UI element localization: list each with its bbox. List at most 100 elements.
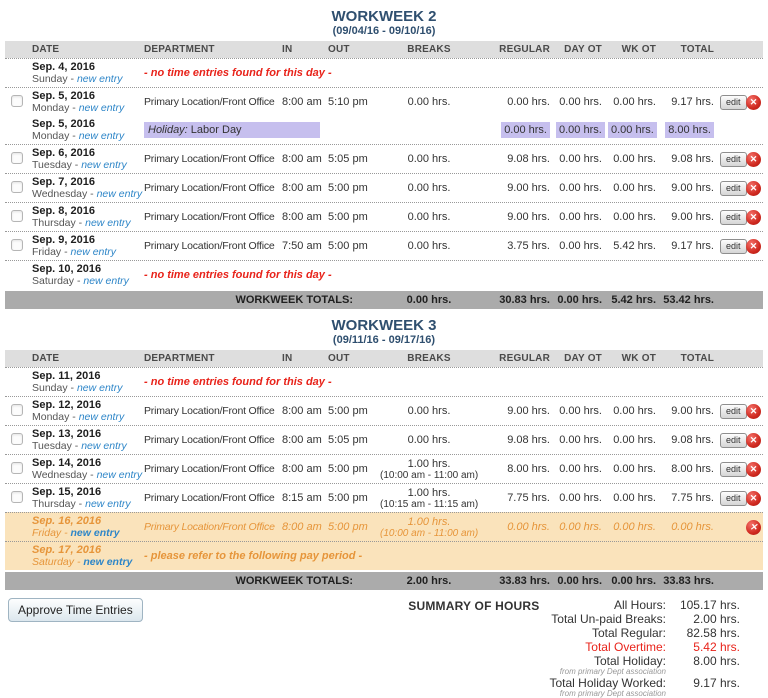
row-checkbox[interactable] — [11, 94, 23, 107]
row-out: 5:00 pm — [328, 240, 368, 252]
delete-icon[interactable]: ✕ — [746, 209, 761, 225]
new-entry-link[interactable]: new entry — [85, 217, 131, 229]
checkbox-cell — [5, 180, 29, 196]
new-entry-link[interactable]: new entry — [96, 188, 143, 200]
workweek-title: WORKWEEK 3 — [331, 317, 437, 334]
row-regular: 8.00 hrs. — [507, 463, 550, 475]
row-breaks: 0.00 hrs. — [377, 240, 481, 252]
row-checkbox[interactable] — [11, 403, 23, 416]
table-row: Sep. 5, 2016 Monday - new entry Holiday: L… — [5, 116, 763, 144]
date-cell: Sep. 11, 2016 Sunday - new entry — [29, 370, 141, 394]
delete-icon[interactable]: ✕ — [746, 461, 761, 477]
new-entry-link[interactable]: new entry — [83, 275, 129, 287]
row-total: 9.08 hrs. — [671, 153, 714, 165]
new-entry-link[interactable]: new entry — [70, 527, 120, 539]
table-header-row: DATE DEPARTMENT IN OUT BREAKS REGULAR DAY OT WK… — [5, 41, 763, 58]
row-total: 7.75 hrs. — [671, 492, 714, 504]
delete-cell: ✕ — [743, 180, 761, 196]
row-day: Tuesday - — [32, 440, 82, 452]
new-entry-link[interactable]: new entry — [83, 556, 133, 568]
row-date: Sep. 4, 2016 — [32, 61, 95, 73]
row-total: 9.00 hrs. — [671, 405, 714, 417]
edit-button[interactable]: edit — [720, 209, 747, 225]
row-breaks: 0.00 hrs. — [377, 182, 481, 194]
column-header-regular: REGULAR — [499, 44, 550, 55]
new-entry-link[interactable]: new entry — [70, 246, 117, 258]
column-header-out: OUT — [328, 44, 350, 55]
row-department: Primary Location/Front Office — [144, 211, 275, 223]
row-in: 8:00 am — [282, 182, 322, 194]
delete-cell: ✕ — [743, 94, 761, 110]
workweek-totals-row: WORKWEEK TOTALS: 2.00 hrs. 33.83 hrs. 0.00 … — [5, 572, 763, 590]
summary-label: Total Regular: — [592, 626, 666, 640]
edit-cell: edit — [717, 238, 747, 254]
workweek-section: WORKWEEK 3 (09/11/16 - 09/17/16) DATE DEPAR… — [0, 318, 768, 590]
date-cell: Sep. 13, 2016 Tuesday - new entry — [29, 428, 141, 452]
column-header-day-ot: DAY OT — [564, 353, 602, 364]
row-checkbox[interactable] — [11, 180, 23, 193]
date-cell: Sep. 4, 2016 Sunday - new entry — [29, 61, 141, 85]
delete-cell: ✕ — [743, 403, 761, 419]
row-wk-ot: 0.00 hrs. — [613, 405, 656, 417]
delete-icon[interactable]: ✕ — [746, 403, 761, 419]
row-day-line: Thursday - new entry — [32, 217, 138, 229]
row-day: Thursday - — [32, 498, 86, 510]
row-total: 9.00 hrs. — [671, 182, 714, 194]
summary-value: 9.17 hrs. — [693, 676, 740, 690]
new-entry-link[interactable]: new entry — [76, 73, 123, 85]
row-regular: 3.75 hrs. — [507, 240, 550, 252]
new-entry-link[interactable]: new entry — [85, 498, 131, 510]
row-in: 8:00 am — [282, 434, 322, 446]
summary-row: Total Un-paid Breaks: 2.00 hrs. — [550, 612, 740, 626]
summary-label: Total Overtime: — [585, 640, 666, 654]
summary-label-text: All Hours: — [613, 598, 666, 612]
new-entry-link[interactable]: new entry — [78, 411, 125, 423]
row-in: 7:50 am — [282, 240, 322, 252]
column-header-breaks: BREAKS — [407, 353, 451, 364]
row-checkbox[interactable] — [11, 490, 23, 503]
new-entry-link[interactable]: new entry — [81, 159, 127, 171]
column-header-date: DATE — [32, 44, 60, 55]
row-checkbox[interactable] — [11, 238, 23, 251]
row-checkbox[interactable] — [11, 209, 23, 222]
new-entry-link[interactable]: new entry — [81, 440, 127, 452]
delete-cell: ✕ — [743, 461, 761, 477]
delete-icon[interactable]: ✕ — [746, 151, 761, 167]
delete-icon[interactable]: ✕ — [746, 519, 761, 535]
edit-button[interactable]: edit — [720, 432, 747, 448]
row-total: 0.00 hrs. — [671, 521, 714, 533]
row-regular: 9.08 hrs. — [507, 434, 550, 446]
row-date: Sep. 17, 2016 — [32, 544, 102, 556]
delete-icon[interactable]: ✕ — [746, 490, 761, 506]
delete-icon[interactable]: ✕ — [746, 238, 761, 254]
row-day-line: Tuesday - new entry — [32, 159, 138, 171]
delete-icon[interactable]: ✕ — [746, 180, 761, 196]
new-entry-link[interactable]: new entry — [76, 382, 123, 394]
edit-cell: edit — [717, 403, 747, 419]
new-entry-link[interactable]: new entry — [78, 102, 125, 114]
row-day-line: Monday - new entry — [32, 130, 138, 142]
row-checkbox[interactable] — [11, 461, 23, 474]
new-entry-link[interactable]: new entry — [96, 469, 143, 481]
edit-cell: edit — [717, 94, 747, 110]
row-day: Monday - — [32, 102, 79, 114]
summary-value: 105.17 hrs. — [679, 598, 740, 612]
row-wk-ot: 0.00 hrs. — [613, 153, 656, 165]
summary-label: Total Un-paid Breaks: — [551, 612, 666, 626]
approve-time-entries-button[interactable]: Approve Time Entries — [8, 598, 143, 622]
row-checkbox[interactable] — [11, 432, 23, 445]
workweek-date-range: (09/04/16 - 09/10/16) — [332, 25, 436, 37]
delete-icon[interactable]: ✕ — [746, 432, 761, 448]
row-date: Sep. 14, 2016 — [32, 457, 102, 469]
row-total: 9.00 hrs. — [671, 211, 714, 223]
summary-value: 8.00 hrs. — [693, 654, 740, 668]
breaks-hours: 0.00 hrs. — [407, 240, 451, 252]
row-breaks: 0.00 hrs. — [377, 434, 481, 446]
row-wk-ot: 0.00 hrs. — [613, 182, 656, 194]
breaks-time-range: (10:00 am - 11:00 am) — [380, 527, 479, 539]
date-cell: Sep. 15, 2016 Thursday - new entry — [29, 486, 141, 510]
new-entry-link[interactable]: new entry — [78, 130, 125, 142]
holiday-word: Holiday: — [148, 124, 188, 136]
row-checkbox[interactable] — [11, 151, 23, 164]
delete-icon[interactable]: ✕ — [746, 94, 761, 110]
